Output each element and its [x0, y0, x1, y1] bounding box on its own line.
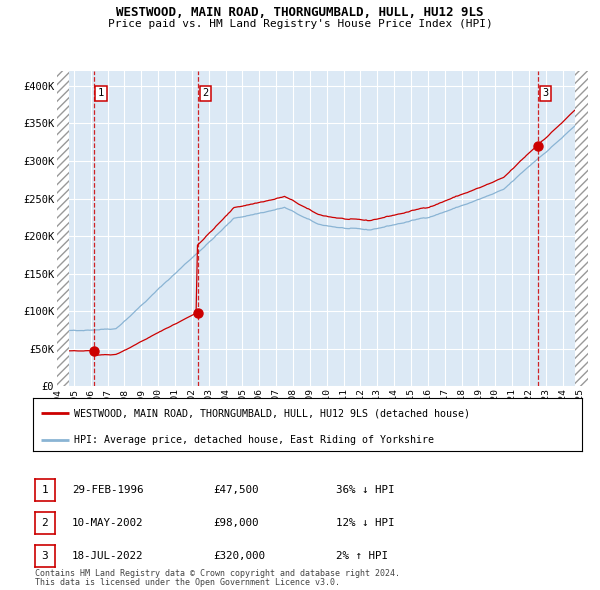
Text: 36% ↓ HPI: 36% ↓ HPI — [336, 485, 395, 494]
Text: 1: 1 — [41, 485, 48, 494]
Text: £320,000: £320,000 — [213, 552, 265, 561]
Text: 3: 3 — [542, 88, 548, 99]
Text: 2% ↑ HPI: 2% ↑ HPI — [336, 552, 388, 561]
Text: WESTWOOD, MAIN ROAD, THORNGUMBALD, HULL, HU12 9LS: WESTWOOD, MAIN ROAD, THORNGUMBALD, HULL,… — [116, 6, 484, 19]
Text: WESTWOOD, MAIN ROAD, THORNGUMBALD, HULL, HU12 9LS (detached house): WESTWOOD, MAIN ROAD, THORNGUMBALD, HULL,… — [74, 408, 470, 418]
Text: 18-JUL-2022: 18-JUL-2022 — [72, 552, 143, 561]
Text: 3: 3 — [41, 552, 48, 561]
Text: 29-FEB-1996: 29-FEB-1996 — [72, 485, 143, 494]
Text: This data is licensed under the Open Government Licence v3.0.: This data is licensed under the Open Gov… — [35, 578, 340, 587]
Text: Contains HM Land Registry data © Crown copyright and database right 2024.: Contains HM Land Registry data © Crown c… — [35, 569, 400, 578]
Text: £47,500: £47,500 — [213, 485, 259, 494]
Text: 2: 2 — [202, 88, 208, 99]
Polygon shape — [575, 71, 588, 386]
Text: HPI: Average price, detached house, East Riding of Yorkshire: HPI: Average price, detached house, East… — [74, 435, 434, 445]
Text: 12% ↓ HPI: 12% ↓ HPI — [336, 519, 395, 528]
Text: 10-MAY-2002: 10-MAY-2002 — [72, 519, 143, 528]
Polygon shape — [57, 71, 69, 386]
Text: £98,000: £98,000 — [213, 519, 259, 528]
Text: Price paid vs. HM Land Registry's House Price Index (HPI): Price paid vs. HM Land Registry's House … — [107, 19, 493, 29]
Text: 1: 1 — [98, 88, 104, 99]
Text: 2: 2 — [41, 519, 48, 528]
